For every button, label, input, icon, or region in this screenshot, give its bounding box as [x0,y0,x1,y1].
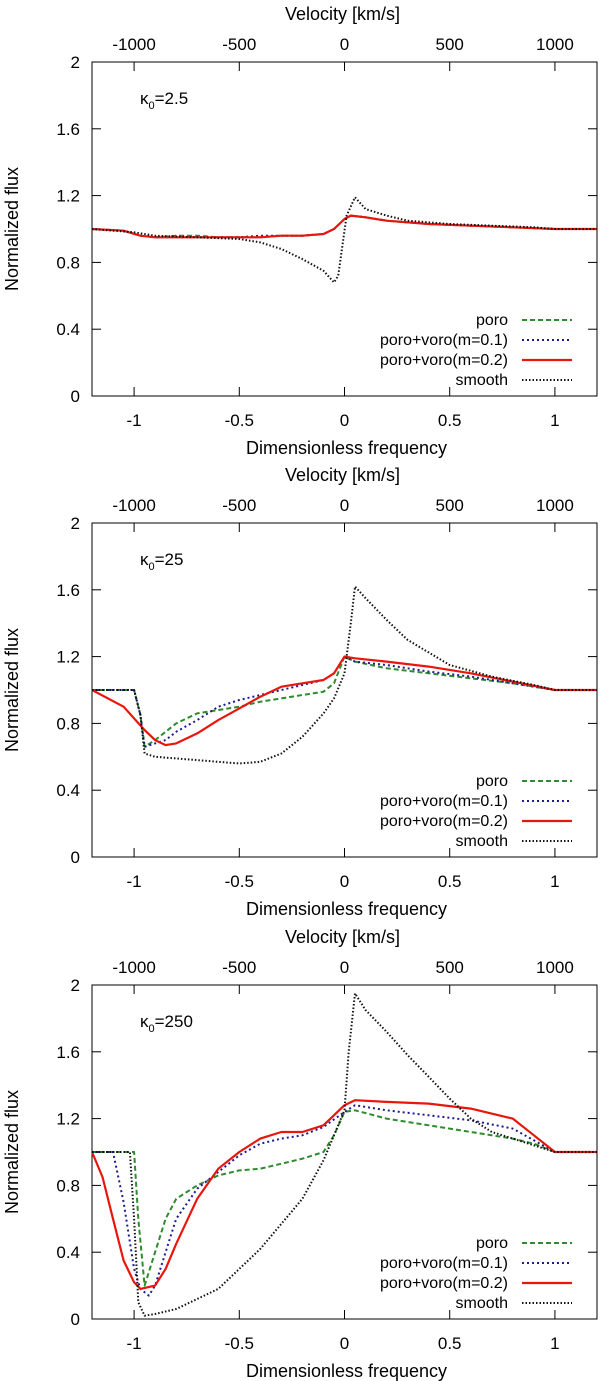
x2-tick-label: 500 [436,496,464,515]
x-axis-title: Dimensionless frequency [246,1361,447,1381]
y-axis-title: Normalized flux [2,167,22,291]
series-line-poro [92,1109,597,1287]
legend-label: smooth [456,372,508,389]
y-tick-label: 1.6 [56,581,80,600]
chart-panel-1: -1 -0.5 0 0.5 1 -1000 -500 0 500 1000 0 0.4 0.8 1.2 1.… [2,4,598,458]
x2-tick-label: 0 [340,496,349,515]
y-tick-label: 0.8 [56,1176,80,1195]
x-axis-title: Dimensionless frequency [246,899,447,919]
x-tick-label: -1 [127,411,142,430]
series-line-poro-voro-m-0-1- [92,1104,597,1297]
x-tick-label: 0 [340,411,349,430]
y-axis-title: Normalized flux [2,1090,22,1214]
legend-label: poro+voro(m=0.1) [380,332,508,349]
y-tick-label: 0 [71,1310,80,1329]
x2-tick-label: 0 [340,958,349,977]
legend-label: poro+voro(m=0.2) [380,352,508,369]
x-tick-label: -0.5 [225,872,254,891]
kappa-symbol: κ [140,550,149,569]
x2-axis-title: Velocity [km/s] [285,927,400,947]
series-line-smooth [92,992,597,1317]
kappa-annotation: κ0=2.5 [140,89,188,112]
kappa-annotation: κ0=25 [140,550,183,573]
legend-label: poro [476,1235,508,1252]
x-tick-label: 0 [340,872,349,891]
y-tick-label: 2 [71,53,80,72]
x2-tick-label: 500 [436,35,464,54]
plot-frame [91,984,598,1320]
y-tick-label: 0.4 [56,781,80,800]
legend-label: poro+voro(m=0.1) [380,1255,508,1272]
plot-frame [91,522,598,858]
x-tick-label: 1 [550,411,559,430]
kappa-value: =2.5 [155,89,189,108]
y-tick-label: 0.4 [56,1243,80,1262]
y-tick-label: 2 [71,976,80,995]
x2-tick-label: 1000 [536,35,574,54]
kappa-subscript: 0 [149,1023,155,1035]
x-tick-label: -0.5 [225,1334,254,1353]
x-tick-label: 0.5 [438,411,462,430]
x2-tick-label: -500 [222,958,256,977]
y-tick-label: 2 [71,514,80,533]
x2-tick-label: -500 [222,496,256,515]
chart-panel-2: -1 -0.5 0 0.5 1 -1000 -500 0 500 1000 0 0.4 0.8 1.2 1.… [2,465,598,919]
y-tick-label: 1.2 [56,648,80,667]
x2-tick-label: -500 [222,35,256,54]
kappa-value: =250 [155,1012,193,1031]
x-tick-label: 0.5 [438,1334,462,1353]
x-tick-label: 0.5 [438,872,462,891]
y-tick-label: 0.8 [56,714,80,733]
x2-tick-label: -1000 [112,958,155,977]
kappa-annotation: κ0=250 [140,1012,193,1035]
legend-label: poro+voro(m=0.1) [380,793,508,810]
series-line-poro-voro-m-0-1- [92,655,597,748]
series-line-smooth [92,585,597,765]
x2-tick-label: 0 [340,35,349,54]
kappa-subscript: 0 [149,100,155,112]
y-tick-label: 0 [71,848,80,867]
y-tick-label: 0.4 [56,320,80,339]
series-line-poro [92,655,597,748]
legend-label: poro [476,773,508,790]
x2-tick-label: -1000 [112,496,155,515]
kappa-symbol: κ [140,89,149,108]
y-tick-label: 0.8 [56,253,80,272]
kappa-symbol: κ [140,1012,149,1031]
x2-axis-title: Velocity [km/s] [285,4,400,24]
y-tick-label: 1.2 [56,187,80,206]
legend-label: poro+voro(m=0.2) [380,813,508,830]
x-tick-label: 0 [340,1334,349,1353]
y-tick-label: 0 [71,387,80,406]
x-tick-label: -1 [127,1334,142,1353]
x-tick-label: 1 [550,872,559,891]
x2-tick-label: -1000 [112,35,155,54]
y-axis-title: Normalized flux [2,628,22,752]
series-line-poro-voro-m-0-2- [91,655,597,747]
x-tick-label: -1 [127,872,142,891]
x2-axis-title: Velocity [km/s] [285,465,400,485]
x-tick-label: -0.5 [225,411,254,430]
y-tick-label: 1.6 [56,120,80,139]
legend-label: smooth [456,1295,508,1312]
legend-label: poro [476,312,508,329]
x2-tick-label: 1000 [536,958,574,977]
x-axis-title: Dimensionless frequency [246,438,447,458]
y-tick-label: 1.2 [56,1110,80,1129]
x-tick-label: 1 [550,1334,559,1353]
series-line-smooth [91,196,597,284]
kappa-subscript: 0 [149,561,155,573]
x2-tick-label: 1000 [536,496,574,515]
x2-tick-label: 500 [436,958,464,977]
legend-label: smooth [456,833,508,850]
kappa-value: =25 [155,550,184,569]
chart-panel-3: -1 -0.5 0 0.5 1 -1000 -500 0 500 1000 0 0.4 0.8 1.2 1.… [2,927,598,1381]
legend-label: poro+voro(m=0.2) [380,1275,508,1292]
series-line-poro-voro-m-0-2- [90,1099,597,1291]
y-tick-label: 1.6 [56,1043,80,1062]
